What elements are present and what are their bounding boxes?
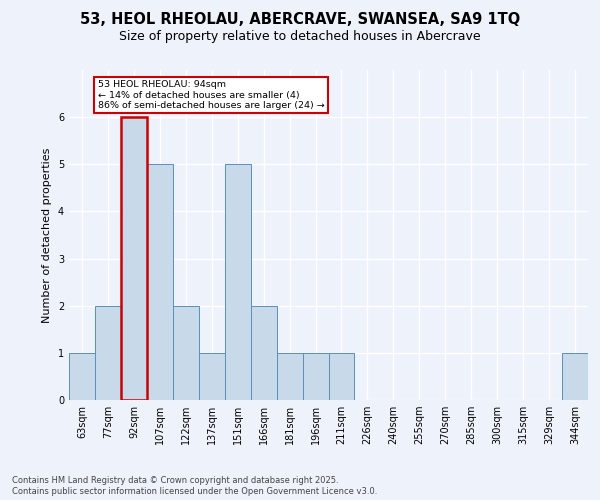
Text: Contains public sector information licensed under the Open Government Licence v3: Contains public sector information licen…: [12, 487, 377, 496]
Bar: [199, 353, 224, 400]
Text: 53, HEOL RHEOLAU, ABERCRAVE, SWANSEA, SA9 1TQ: 53, HEOL RHEOLAU, ABERCRAVE, SWANSEA, SA…: [80, 12, 520, 28]
Bar: [251, 306, 277, 400]
Bar: [121, 117, 147, 400]
Bar: [95, 306, 121, 400]
Bar: [302, 353, 329, 400]
Text: Size of property relative to detached houses in Abercrave: Size of property relative to detached ho…: [119, 30, 481, 43]
Bar: [225, 164, 251, 400]
Bar: [562, 353, 588, 400]
Bar: [121, 117, 147, 400]
Bar: [329, 353, 355, 400]
Y-axis label: Number of detached properties: Number of detached properties: [43, 148, 52, 322]
Bar: [69, 353, 95, 400]
Text: 53 HEOL RHEOLAU: 94sqm
← 14% of detached houses are smaller (4)
86% of semi-deta: 53 HEOL RHEOLAU: 94sqm ← 14% of detached…: [98, 80, 324, 110]
Bar: [277, 353, 302, 400]
Text: Contains HM Land Registry data © Crown copyright and database right 2025.: Contains HM Land Registry data © Crown c…: [12, 476, 338, 485]
Bar: [173, 306, 199, 400]
Bar: [147, 164, 173, 400]
